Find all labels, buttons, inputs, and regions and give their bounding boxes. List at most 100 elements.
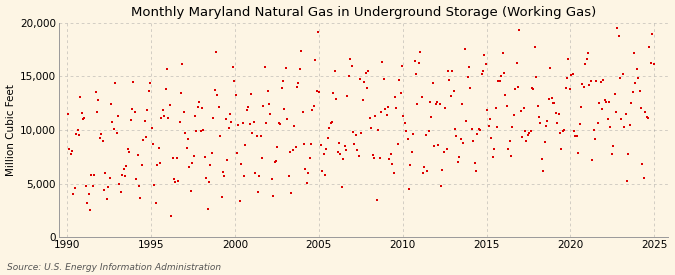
Point bbox=[464, 64, 475, 69]
Point bbox=[308, 104, 319, 108]
Point bbox=[315, 143, 326, 147]
Point bbox=[76, 111, 87, 115]
Point bbox=[490, 106, 501, 110]
Point bbox=[395, 91, 406, 95]
Point bbox=[180, 131, 190, 135]
Point bbox=[437, 168, 448, 172]
Point bbox=[153, 145, 164, 150]
Point bbox=[130, 110, 140, 114]
Point bbox=[100, 170, 111, 175]
Point bbox=[381, 113, 392, 118]
Point bbox=[398, 114, 409, 118]
Point bbox=[389, 95, 400, 99]
Point bbox=[328, 91, 339, 95]
Point bbox=[518, 106, 529, 110]
Point bbox=[430, 101, 441, 106]
Point bbox=[356, 131, 367, 136]
Point bbox=[307, 108, 318, 112]
Point bbox=[296, 49, 306, 54]
Point bbox=[132, 153, 143, 158]
Point bbox=[538, 168, 549, 173]
Point bbox=[115, 190, 126, 194]
Point bbox=[152, 163, 163, 167]
Point bbox=[265, 112, 276, 116]
Point bbox=[223, 126, 234, 130]
Point bbox=[182, 137, 193, 141]
Point bbox=[423, 129, 434, 133]
Point bbox=[573, 151, 584, 155]
Point bbox=[284, 174, 294, 178]
Point bbox=[136, 163, 147, 167]
Point bbox=[585, 79, 596, 84]
Point bbox=[486, 136, 497, 140]
Point bbox=[396, 64, 407, 68]
Point bbox=[556, 147, 567, 152]
Point bbox=[127, 107, 138, 111]
Point bbox=[419, 164, 430, 169]
Point bbox=[545, 65, 556, 70]
Point bbox=[333, 141, 344, 145]
Point bbox=[285, 150, 296, 155]
Point bbox=[268, 194, 279, 198]
Point bbox=[282, 117, 293, 121]
Text: Source: U.S. Energy Information Administration: Source: U.S. Energy Information Administ… bbox=[7, 263, 221, 272]
Point bbox=[551, 121, 562, 126]
Point bbox=[528, 86, 539, 91]
Point bbox=[483, 124, 494, 128]
Point bbox=[213, 105, 224, 110]
Point bbox=[405, 163, 416, 167]
Point bbox=[177, 61, 188, 66]
Point bbox=[500, 93, 511, 97]
Point bbox=[264, 101, 275, 106]
Point bbox=[601, 99, 612, 104]
Point bbox=[446, 94, 456, 98]
Point bbox=[271, 159, 281, 164]
Point bbox=[325, 121, 336, 126]
Point bbox=[443, 69, 454, 73]
Point bbox=[468, 139, 479, 143]
Point bbox=[645, 60, 656, 65]
Point bbox=[623, 152, 634, 156]
Point bbox=[546, 96, 557, 100]
Point bbox=[627, 89, 638, 94]
Point bbox=[426, 115, 437, 120]
Point bbox=[238, 174, 249, 178]
Point bbox=[615, 75, 626, 80]
Point bbox=[618, 72, 628, 77]
Point bbox=[406, 150, 417, 154]
Point bbox=[221, 158, 232, 162]
Point bbox=[167, 156, 178, 160]
Point bbox=[151, 200, 161, 205]
Point bbox=[491, 124, 502, 129]
Point bbox=[470, 169, 481, 173]
Point bbox=[290, 145, 301, 149]
Point bbox=[230, 92, 241, 97]
Point bbox=[584, 83, 595, 88]
Point bbox=[560, 86, 571, 90]
Point bbox=[566, 73, 576, 77]
Point bbox=[244, 121, 255, 126]
Point bbox=[522, 133, 533, 137]
Point bbox=[124, 150, 134, 155]
Point bbox=[79, 116, 90, 120]
Point bbox=[373, 127, 383, 132]
Point bbox=[475, 128, 485, 132]
Point bbox=[402, 137, 413, 141]
Point bbox=[306, 141, 317, 146]
Point bbox=[119, 174, 130, 178]
Point bbox=[256, 156, 267, 161]
Point bbox=[521, 139, 532, 143]
Point bbox=[149, 183, 160, 187]
Point bbox=[156, 116, 167, 120]
Point bbox=[65, 152, 76, 156]
Point bbox=[148, 141, 159, 146]
Point bbox=[63, 147, 74, 151]
Point bbox=[580, 62, 591, 66]
Point bbox=[140, 135, 151, 140]
Point bbox=[644, 45, 655, 50]
Point bbox=[118, 167, 129, 172]
Point bbox=[469, 161, 480, 165]
Point bbox=[510, 87, 520, 91]
Point bbox=[281, 65, 292, 70]
Title: Monthly Maryland Natural Gas in Underground Storage (Working Gas): Monthly Maryland Natural Gas in Undergro… bbox=[130, 6, 596, 18]
